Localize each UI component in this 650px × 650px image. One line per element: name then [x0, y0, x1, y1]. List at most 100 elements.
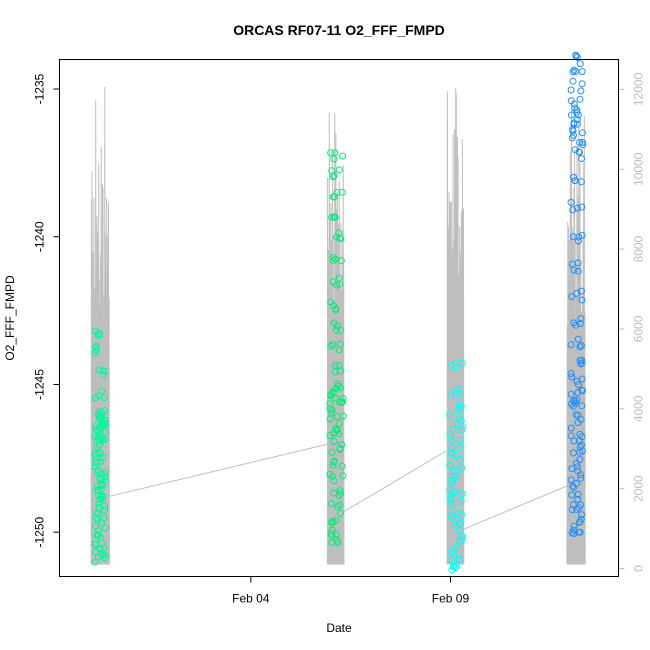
x-tick-label-0: Feb 04 [232, 592, 270, 606]
point-rf09-15-3 [447, 556, 455, 564]
point-rf10-24-3 [570, 449, 577, 457]
point-rf08-2-2 [339, 188, 346, 196]
point-rf10-26-1 [577, 474, 585, 482]
point-rf10-30-3 [576, 518, 583, 526]
point-rf10-1-1 [569, 68, 577, 76]
point-rf09-5-3 [456, 436, 464, 444]
point-rf07-1-2 [92, 344, 100, 352]
point-rf10-29-2 [573, 506, 580, 513]
point-rf09-12-2 [455, 519, 463, 527]
point-rf10-14-3 [572, 321, 580, 329]
point-rf10-22-0 [567, 424, 575, 432]
point-rf10-12-3 [568, 260, 576, 268]
point-rf10-3-2 [576, 95, 584, 103]
point-rf10-14-1 [576, 320, 584, 328]
y2-tick-label-3: 6000 [632, 315, 646, 342]
point-rf10-29-0 [568, 506, 576, 514]
point-rf10-15-2 [567, 341, 575, 349]
point-rf10-11-3 [574, 237, 582, 245]
point-rf10-20-0 [568, 400, 575, 408]
point-rf10-2-2 [569, 77, 577, 85]
point-rf07-16-0 [96, 470, 104, 478]
point-rf10-21-1 [574, 419, 582, 426]
point-rf09-7-2 [450, 467, 458, 475]
point-rf09-9-3 [451, 488, 459, 496]
point-rf07-11-2 [101, 436, 108, 444]
point-rf10-1-3 [578, 68, 586, 76]
point-rf08-1-1 [335, 166, 343, 174]
point-rf08-24-1 [332, 531, 340, 538]
point-rf10-27-2 [570, 484, 578, 491]
point-rf07-24-3 [93, 530, 101, 538]
point-rf10-8-1 [578, 155, 585, 163]
point-rf10-7-3 [568, 134, 576, 142]
point-rf10-22-2 [576, 430, 584, 438]
point-rf10-10-1 [567, 198, 575, 206]
point-rf08-6-3 [336, 280, 344, 288]
point-rf08-13-3 [327, 392, 335, 400]
point-rf07-3-2 [100, 394, 108, 402]
point-rf07-3-3 [92, 394, 100, 402]
point-rf10-2-0 [578, 80, 586, 88]
point-rf10-28-2 [577, 501, 585, 509]
point-rf08-9-3 [329, 341, 337, 349]
point-rf09-11-3 [448, 514, 456, 522]
point-rf10-18-3 [578, 386, 586, 394]
point-rf10-14-0 [577, 315, 585, 323]
point-rf10-29-1 [578, 511, 586, 519]
point-rf08-24-2 [327, 530, 335, 538]
point-rf10-18-0 [574, 389, 582, 396]
point-rf09-11-2 [458, 511, 466, 519]
point-rf09-1-3 [456, 390, 464, 397]
point-rf10-15-1 [576, 343, 584, 351]
point-rf08-15-3 [327, 409, 335, 417]
point-rf10-13-3 [578, 296, 586, 304]
point-rf07-23-2 [98, 519, 105, 527]
point-rf09-5-1 [447, 437, 455, 444]
point-rf08-21-3 [336, 487, 344, 495]
point-rf10-26-2 [577, 471, 584, 479]
point-rf07-10-2 [96, 426, 104, 434]
chart-title: ORCAS RF07-11 O2_FFF_FMPD [233, 22, 445, 38]
y2-tick-label-2: 4000 [632, 395, 646, 422]
point-rf09-5-2 [457, 444, 465, 451]
point-rf10-24-1 [578, 447, 586, 455]
point-rf08-14-3 [328, 406, 336, 414]
point-rf10-17-2 [578, 375, 586, 383]
point-rf08-0-3 [339, 152, 347, 160]
point-rf08-6-1 [329, 278, 337, 286]
point-rf10-0-1 [576, 60, 584, 68]
point-rf07-14-3 [91, 458, 99, 466]
point-rf09-7-0 [446, 461, 454, 469]
data-points [91, 51, 587, 574]
altitude-trace-0 [90, 86, 110, 565]
point-rf07-1-3 [92, 346, 100, 354]
point-rf07-14-2 [93, 458, 101, 466]
point-rf10-3-3 [571, 104, 579, 112]
point-rf07-13-3 [99, 453, 107, 461]
point-rf07-16-2 [101, 468, 109, 476]
point-rf09-1-2 [454, 385, 462, 393]
point-rf09-4-0 [459, 423, 467, 431]
point-rf07-20-3 [97, 495, 104, 503]
point-rf08-21-2 [330, 489, 338, 497]
point-rf10-31-3 [576, 528, 584, 536]
point-rf08-3-3 [331, 213, 339, 221]
y2-tick-label-0: 0 [632, 565, 646, 572]
point-rf10-14-2 [570, 319, 578, 327]
x-tick-label-1: Feb 09 [432, 592, 470, 606]
point-rf09-11-1 [454, 510, 462, 518]
y-tick-label-3: -1250 [33, 517, 47, 548]
altitude-trace-3 [566, 109, 586, 565]
point-rf09-3-2 [446, 411, 454, 419]
point-rf10-13-1 [577, 287, 585, 295]
point-rf10-6-3 [569, 127, 577, 135]
point-rf10-16-3 [576, 357, 584, 365]
point-rf07-23-0 [95, 527, 103, 535]
point-rf10-27-1 [568, 491, 576, 499]
point-rf08-14-2 [326, 400, 334, 408]
altitude-trace-1 [326, 112, 345, 565]
point-rf09-3-1 [455, 414, 463, 422]
point-rf07-14-1 [92, 453, 100, 461]
point-rf08-18-2 [338, 441, 346, 449]
